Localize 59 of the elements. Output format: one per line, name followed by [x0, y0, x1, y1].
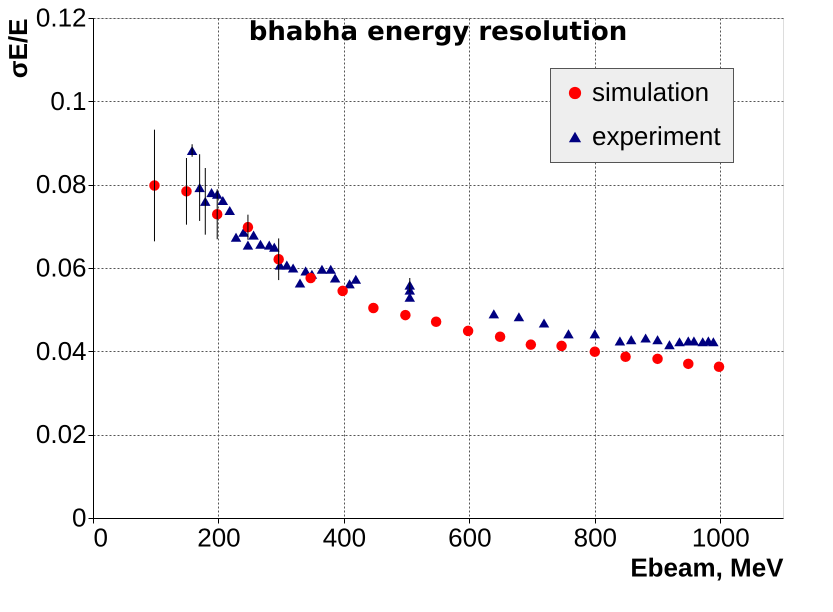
point [368, 302, 379, 314]
point [230, 232, 242, 242]
point [305, 272, 316, 284]
point [330, 273, 340, 283]
x-tick-label: 800 [574, 522, 618, 552]
point [563, 329, 574, 338]
point [626, 335, 636, 344]
point [337, 286, 348, 296]
y-tick-label: 0.1 [50, 86, 86, 116]
point [255, 240, 266, 249]
point [224, 206, 235, 216]
x-tick-label: 1000 [692, 522, 750, 552]
y-tick-label: 0.12 [36, 2, 86, 32]
x-axis-title: Ebeam, MeV [630, 552, 784, 582]
point [714, 362, 724, 372]
point [316, 264, 328, 274]
point [488, 309, 500, 318]
point [538, 318, 550, 328]
point [590, 346, 600, 357]
point [652, 354, 663, 364]
point [288, 263, 298, 273]
point [590, 329, 600, 338]
point [218, 196, 228, 206]
point [683, 358, 694, 370]
point [344, 279, 355, 288]
x-tick-label: 400 [322, 522, 366, 552]
y-tick-label: 0.04 [36, 336, 86, 366]
point [620, 352, 631, 362]
y-tick-label: 0 [72, 502, 86, 532]
point [514, 312, 524, 322]
point [325, 264, 336, 274]
chart-title: bhabha energy resolution [248, 17, 628, 47]
x-tick-label: 600 [448, 522, 492, 552]
point [294, 278, 306, 288]
point [242, 240, 254, 250]
x-tick-label: 200 [197, 522, 241, 552]
point [556, 340, 567, 352]
point [269, 242, 280, 252]
y-tick-label: 0.02 [36, 419, 86, 450]
point [664, 340, 675, 350]
point [248, 230, 259, 240]
point [494, 332, 506, 342]
y-tick-label: 0.08 [36, 169, 86, 200]
point [282, 260, 292, 270]
point [708, 337, 719, 346]
point [640, 333, 651, 343]
point [430, 316, 442, 327]
y-axis-title: σE/E [2, 18, 33, 78]
point [526, 339, 536, 350]
x-tick-label: 0 [94, 522, 108, 552]
point [614, 336, 626, 346]
point [400, 310, 411, 320]
point [674, 337, 685, 346]
point [462, 326, 474, 336]
y-tick-label: 0.06 [36, 252, 86, 282]
point [350, 274, 362, 284]
legend-label: simulation [592, 77, 710, 107]
point [652, 335, 663, 344]
legend-label: experiment [592, 121, 722, 151]
